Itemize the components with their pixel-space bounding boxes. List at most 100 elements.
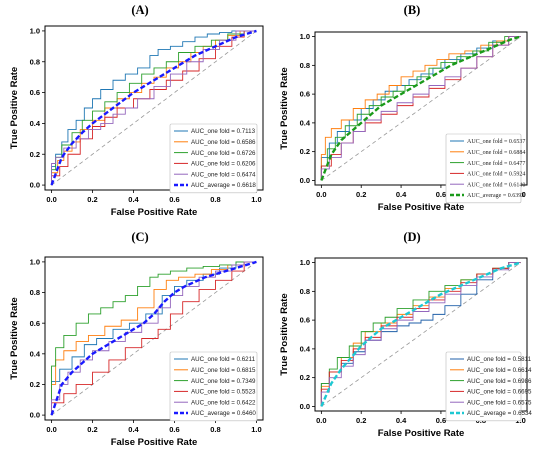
legend-entry: AUC_average = 0.6618	[191, 182, 256, 189]
y-tick-label: 0.4	[30, 119, 41, 128]
roc-panel-1: (B)0.00.00.20.20.40.40.60.60.80.81.01.0F…	[279, 3, 528, 213]
panel-label: (A)	[131, 3, 148, 17]
y-tick-label: 0.4	[300, 344, 311, 353]
legend: AUC_one fold = 0.6537 AUC_one fold = 0.68…	[445, 133, 525, 204]
legend-entry: AUC_one fold = 0.6140	[467, 181, 525, 188]
roc-curve-5	[320, 35, 521, 181]
x-axis-label: False Positive Rate	[111, 437, 198, 448]
legend-entry: AUC_one fold = 0.6815	[191, 367, 256, 374]
legend-entry: AUC_one fold = 0.5924	[467, 171, 525, 178]
y-tick-label: 0.0	[300, 402, 310, 411]
panel-label: (C)	[131, 230, 148, 244]
legend-entry: AUC_one fold = 0.5523	[191, 389, 256, 396]
roc-curve-3	[51, 261, 257, 416]
legend-box	[169, 123, 258, 194]
legend-entry: AUC_one fold = 0.6586	[191, 139, 256, 146]
roc-curve-4	[320, 36, 521, 181]
legend: AUC_one fold = 0.6211 AUC_one fold = 0.68…	[169, 351, 258, 422]
panel-label: (D)	[403, 230, 420, 244]
x-tick-label: 0.6	[169, 195, 179, 204]
roc-curve-5	[50, 29, 257, 186]
chance-diagonal	[321, 36, 521, 181]
x-axis-label: False Positive Rate	[111, 207, 198, 218]
x-tick-label: 0.0	[316, 416, 326, 425]
x-tick-label: 1.0	[251, 195, 261, 204]
x-tick-label: 0.4	[128, 425, 139, 434]
roc-panel-2: (C) 0.0 0.0 0.2 0.2 0.4 0.4 0.6 0.6 0.8 0.8 1.0 1.0 F…	[9, 230, 264, 448]
y-tick-label: 1.0	[30, 257, 40, 266]
y-tick-label: 0.0	[30, 181, 40, 190]
chance-diagonal	[51, 30, 257, 186]
legend-entry: AUC_average = 0.6393	[467, 193, 524, 199]
roc-curve-4	[51, 261, 257, 416]
y-tick-label: 1.0	[30, 27, 40, 36]
legend-entry: AUC_one fold = 0.6206	[191, 161, 256, 168]
plot-frame	[44, 25, 264, 191]
roc-curve-1	[320, 36, 521, 181]
legend-entry: AUC_average = 0.6460	[191, 410, 256, 417]
legend-entry: AUC_one fold = 0.6422	[191, 399, 256, 406]
legend-box	[445, 133, 522, 204]
x-axis-label: False Positive Rate	[378, 202, 465, 213]
y-axis-label: True Positive Rate	[279, 293, 290, 375]
roc-panel-0: (A) 0.0 0.0 0.2 0.2 0.4 0.4 0.6 0.6 0.8 0.8 1.0 1.0 F…	[9, 3, 264, 218]
legend-entry: AUC_one fold = 0.6474	[191, 171, 256, 178]
x-tick-label: 0.0	[316, 190, 326, 199]
legend-entry: AUC_one fold = 0.6614	[467, 367, 532, 374]
x-tick-label: 0.0	[46, 425, 56, 434]
legend-entry: AUC_one fold = 0.6986	[467, 378, 532, 385]
y-tick-label: 0.4	[300, 118, 311, 127]
x-tick-label: 0.4	[396, 190, 407, 199]
y-tick-label: 0.8	[30, 288, 40, 297]
legend-entry: AUC_one fold = 0.7113	[191, 128, 256, 135]
roc-curve-4	[51, 30, 257, 186]
y-tick-label: 0.2	[300, 373, 310, 382]
legend-entry: AUC_one fold = 0.6575	[467, 399, 532, 406]
roc-curve-2	[51, 261, 257, 416]
y-tick-label: 0.2	[30, 150, 40, 159]
legend-box	[169, 351, 258, 422]
x-tick-label: 0.6	[169, 425, 179, 434]
y-tick-label: 0.0	[300, 176, 310, 185]
legend-entry: AUC_one fold = 0.6726	[191, 150, 256, 157]
roc-panel-3: (D)0.00.00.20.20.40.40.60.60.80.81.01.0F…	[279, 230, 532, 439]
x-tick-label: 0.6	[436, 190, 446, 199]
y-axis-label: True Positive Rate	[279, 67, 290, 149]
x-tick-label: 0.2	[87, 425, 97, 434]
y-axis-label: True Positive Rate	[9, 67, 20, 149]
roc-curve-1	[51, 261, 257, 416]
x-tick-label: 0.2	[87, 195, 97, 204]
legend-box	[445, 351, 522, 422]
legend-entry: AUC_one fold = 0.7349	[191, 378, 256, 385]
x-tick-label: 0.6	[436, 416, 446, 425]
plot-frame	[314, 31, 528, 186]
x-tick-label: 0.0	[46, 195, 56, 204]
legend-entry: AUC_one fold = 0.6477	[467, 160, 525, 167]
x-tick-label: 0.4	[128, 195, 139, 204]
plot-frame	[314, 257, 528, 412]
legend-entry: AUC_one fold = 0.6537	[467, 138, 525, 145]
y-tick-label: 0.0	[30, 411, 40, 420]
y-tick-label: 0.8	[300, 287, 310, 296]
roc-curve-2	[51, 30, 257, 186]
x-tick-label: 0.4	[396, 416, 407, 425]
y-tick-label: 0.2	[300, 147, 310, 156]
legend: AUC_one fold = 0.5811 AUC_one fold = 0.66…	[445, 351, 532, 422]
y-tick-label: 1.0	[300, 258, 310, 267]
y-tick-label: 0.8	[30, 57, 40, 66]
plot-frame	[44, 256, 264, 421]
x-tick-label: 0.8	[210, 425, 220, 434]
legend-entry: AUC_one fold = 0.6695	[467, 389, 532, 396]
y-tick-label: 0.8	[300, 61, 310, 70]
panel-label: (B)	[404, 3, 421, 17]
legend-entry: AUC_one fold = 0.6211	[191, 356, 256, 363]
y-tick-label: 0.6	[300, 90, 310, 99]
roc-curve-5	[320, 261, 521, 407]
y-tick-label: 0.6	[300, 316, 310, 325]
y-tick-label: 1.0	[300, 32, 310, 41]
legend-entry: AUC_one fold = 0.5811	[467, 356, 532, 363]
x-tick-label: 0.8	[210, 195, 220, 204]
y-tick-label: 0.6	[30, 88, 40, 97]
y-tick-label: 0.6	[30, 319, 40, 328]
